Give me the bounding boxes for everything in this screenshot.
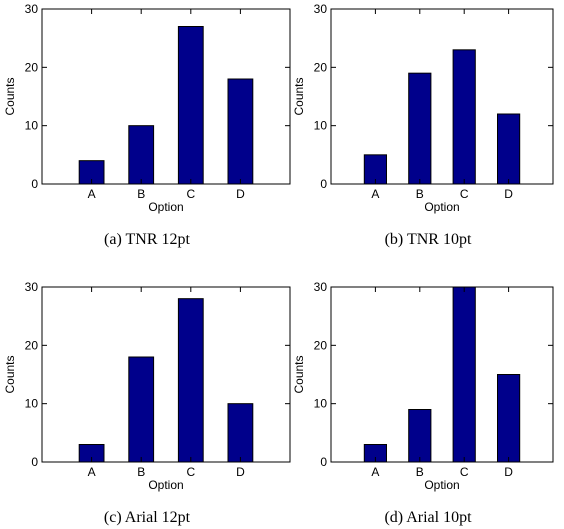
x-tick-label: D xyxy=(236,187,245,201)
y-tick-label: 10 xyxy=(314,397,328,411)
y-tick-label: 0 xyxy=(320,455,327,469)
x-tick-label: C xyxy=(460,465,469,479)
x-tick-label: D xyxy=(504,187,513,201)
x-axis-label: Option xyxy=(148,478,183,492)
x-tick-label: C xyxy=(186,187,195,201)
y-tick-label: 20 xyxy=(314,60,328,74)
bar-b xyxy=(408,72,432,185)
y-tick-label: 10 xyxy=(314,119,328,133)
bar-b xyxy=(128,356,155,463)
bar-b xyxy=(128,125,155,185)
x-tick-label: C xyxy=(186,465,195,479)
bar-d xyxy=(227,403,254,463)
x-tick-label: A xyxy=(371,187,379,201)
y-tick-label: 30 xyxy=(314,280,328,294)
subfigure-caption: (c) Arial 12pt xyxy=(104,509,191,526)
chart-panel-3: 0 10 20 30 A B C D Option Counts (c) Arial 12pt xyxy=(3,280,291,526)
x-axis-label: Option xyxy=(424,478,459,492)
x-axis-label: Option xyxy=(424,200,459,214)
bar-d xyxy=(497,113,521,185)
plot-frame xyxy=(41,286,291,463)
y-tick-label: 10 xyxy=(25,397,39,411)
bar-c xyxy=(177,298,204,463)
y-tick-label: 20 xyxy=(314,338,328,352)
x-tick-label: B xyxy=(137,465,145,479)
y-tick-label: 30 xyxy=(25,2,39,16)
x-axis-label: Option xyxy=(148,200,183,214)
chart-panel-4: 0 10 20 30 A B C D Option Counts (d) Arial 10pt xyxy=(292,280,554,526)
x-tick-label: A xyxy=(88,187,96,201)
y-tick-label: 30 xyxy=(314,2,328,16)
plot-frame xyxy=(330,286,554,463)
y-tick-label: 0 xyxy=(320,177,327,191)
bar-b xyxy=(408,409,432,463)
subfigure-caption: (d) Arial 10pt xyxy=(384,509,472,526)
chart-panel-1: 0 10 20 30 A B C D Option Counts (a) TNR 12pt xyxy=(3,2,291,248)
x-tick-label: C xyxy=(460,187,469,201)
bar-c xyxy=(177,26,204,185)
y-tick-label: 20 xyxy=(25,338,39,352)
plot-frame xyxy=(41,8,291,185)
y-tick-label: 10 xyxy=(25,119,39,133)
plot-frame xyxy=(330,8,554,185)
bar-d xyxy=(497,374,521,463)
subfigure-caption: (b) TNR 10pt xyxy=(385,231,472,248)
bar-c xyxy=(452,286,476,463)
y-axis-label: Counts xyxy=(3,355,17,393)
x-tick-label: B xyxy=(416,465,424,479)
subfigure-caption: (a) TNR 12pt xyxy=(104,231,190,248)
y-tick-label: 20 xyxy=(25,60,39,74)
y-axis-label: Counts xyxy=(292,355,306,393)
chart-panel-2: 0 10 20 30 A B C D Option Counts (b) TNR 10pt xyxy=(292,2,554,248)
x-tick-label: A xyxy=(88,465,96,479)
bar-c xyxy=(452,49,476,185)
y-tick-label: 30 xyxy=(25,280,39,294)
x-tick-label: B xyxy=(416,187,424,201)
x-tick-label: D xyxy=(236,465,245,479)
y-tick-label: 0 xyxy=(31,177,38,191)
x-tick-label: A xyxy=(371,465,379,479)
y-tick-label: 0 xyxy=(31,455,38,469)
bar-d xyxy=(227,78,254,185)
x-tick-label: B xyxy=(137,187,145,201)
x-tick-label: D xyxy=(504,465,513,479)
y-axis-label: Counts xyxy=(292,77,306,115)
y-axis-label: Counts xyxy=(3,77,17,115)
